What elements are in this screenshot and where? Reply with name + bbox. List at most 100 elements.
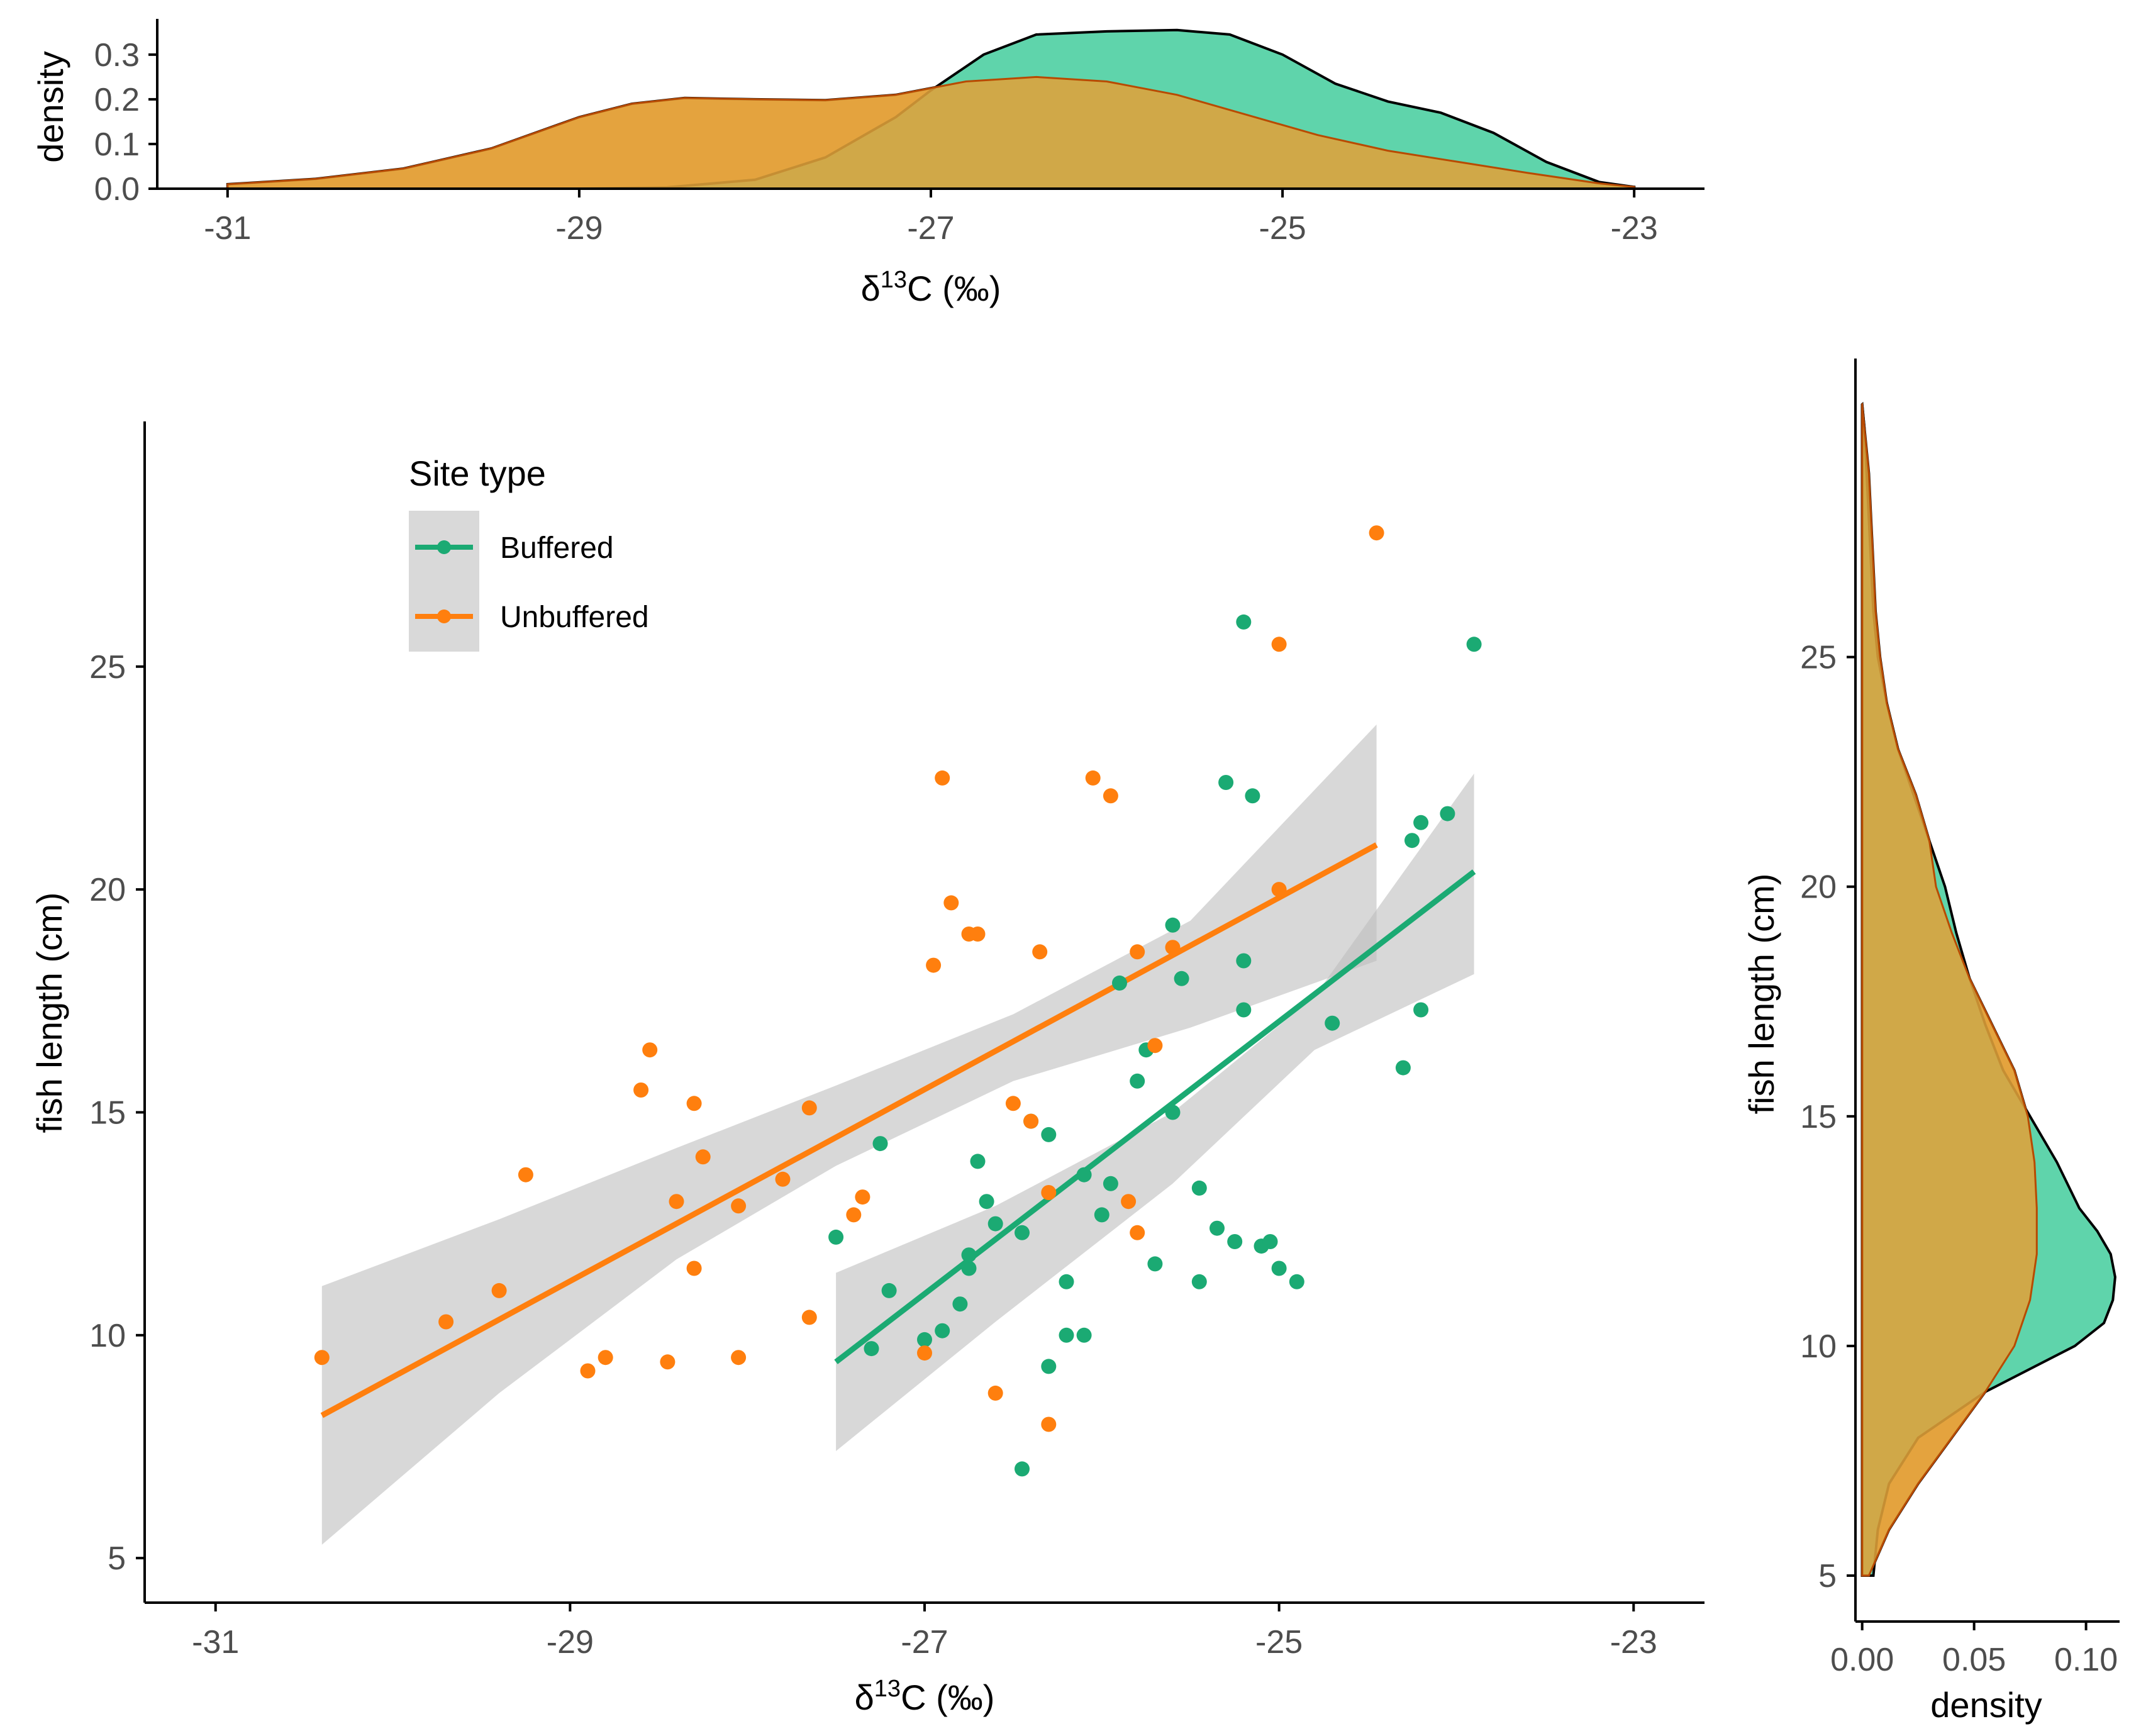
legend-title: Site type	[409, 453, 546, 493]
point-unbuffered	[438, 1314, 454, 1330]
point-buffered	[961, 1247, 977, 1263]
point-buffered	[1147, 1256, 1163, 1272]
point-unbuffered	[1271, 882, 1287, 898]
point-buffered	[1262, 1234, 1278, 1249]
point-buffered	[952, 1296, 968, 1312]
point-unbuffered	[695, 1149, 711, 1165]
point-unbuffered	[1041, 1416, 1057, 1432]
point-buffered	[1094, 1207, 1109, 1223]
fit-line-buffered	[834, 869, 1476, 1364]
confidence-bands	[321, 724, 1474, 1545]
point-unbuffered	[598, 1350, 613, 1366]
point-unbuffered	[1271, 637, 1287, 652]
point-unbuffered	[926, 957, 942, 973]
point-unbuffered	[686, 1260, 702, 1276]
top-density-area-unbuffered-overlay	[226, 75, 1635, 190]
main-x-axis-title: δ13C (‰)	[855, 1676, 995, 1717]
legend-label-unbuffered: Unbuffered	[500, 601, 649, 634]
main-y-tick-label: 15	[89, 1094, 126, 1131]
point-unbuffered	[731, 1350, 747, 1366]
point-buffered	[828, 1229, 844, 1245]
point-buffered	[1404, 833, 1420, 849]
point-unbuffered	[491, 1283, 507, 1298]
point-unbuffered	[935, 770, 950, 786]
point-buffered	[917, 1332, 932, 1347]
ci-band-buffered	[836, 773, 1474, 1451]
point-buffered	[979, 1194, 994, 1210]
main-x-tick-label: -31	[192, 1624, 239, 1661]
top-y-tick-label: 0.3	[94, 37, 140, 74]
main-y-tick-label: 20	[89, 872, 126, 908]
point-unbuffered	[1147, 1038, 1163, 1054]
right-density-areas	[1860, 401, 2116, 1577]
right-y-tick-label: 25	[1800, 640, 1837, 676]
point-unbuffered	[1023, 1113, 1039, 1129]
point-buffered	[864, 1341, 879, 1357]
main-x-tick-label: -29	[547, 1624, 594, 1661]
point-buffered	[1059, 1274, 1074, 1289]
top-y-tick-label: 0.2	[94, 82, 140, 118]
point-buffered	[1041, 1127, 1057, 1142]
right-x-tick-label: 0.05	[1942, 1642, 2006, 1678]
point-buffered	[970, 1154, 986, 1169]
point-unbuffered	[731, 1198, 747, 1214]
point-buffered	[987, 1216, 1003, 1232]
point-unbuffered	[1165, 940, 1181, 955]
point-unbuffered	[987, 1385, 1003, 1401]
point-unbuffered	[314, 1350, 330, 1366]
point-unbuffered	[943, 895, 959, 911]
top-x-tick-label: -29	[555, 210, 603, 247]
point-unbuffered	[855, 1189, 870, 1205]
point-buffered	[1076, 1327, 1092, 1343]
top-y-axis-title: density	[31, 51, 70, 162]
point-unbuffered	[660, 1354, 676, 1370]
point-unbuffered	[1369, 525, 1384, 541]
point-unbuffered	[518, 1167, 533, 1182]
point-buffered	[961, 1260, 977, 1276]
point-buffered	[1289, 1274, 1304, 1289]
point-buffered	[1059, 1327, 1074, 1343]
point-buffered	[1015, 1225, 1030, 1240]
point-unbuffered	[669, 1194, 684, 1210]
point-buffered	[1395, 1060, 1411, 1076]
main-y-ticks: 5 10 15 20 25	[89, 649, 145, 1577]
point-buffered	[1218, 775, 1234, 790]
ci-band-unbuffered	[321, 724, 1377, 1545]
point-buffered	[1236, 1002, 1252, 1018]
main-y-tick-label: 5	[108, 1540, 126, 1577]
regression-lines	[320, 842, 1476, 1418]
legend: Site type Buffered Unbuffered	[409, 453, 649, 652]
point-buffered	[1236, 953, 1252, 969]
top-density-areas	[226, 28, 1636, 190]
point-buffered	[1191, 1180, 1207, 1196]
point-buffered	[1130, 1073, 1145, 1089]
right-y-tick-label: 10	[1800, 1328, 1837, 1365]
point-buffered	[1165, 1104, 1181, 1120]
point-unbuffered	[1103, 788, 1118, 804]
top-x-tick-label: -25	[1259, 210, 1306, 247]
top-y-tick-label: 0.0	[94, 171, 140, 208]
point-unbuffered	[846, 1207, 862, 1223]
point-unbuffered	[1032, 944, 1048, 960]
legend-key-background	[409, 511, 479, 652]
point-buffered	[1210, 1220, 1225, 1236]
point-buffered	[1440, 806, 1455, 821]
right-y-tick-label: 5	[1818, 1558, 1837, 1594]
point-buffered	[935, 1323, 950, 1338]
point-buffered	[1041, 1359, 1057, 1374]
point-unbuffered	[1041, 1185, 1057, 1200]
point-unbuffered	[1121, 1194, 1137, 1210]
scatter-panel: 5 10 15 20 25 -31 -29 -27 -25 -23 fish length (c…	[30, 421, 1704, 1717]
main-x-tick-label: -25	[1255, 1624, 1303, 1661]
point-buffered	[1191, 1274, 1207, 1289]
point-unbuffered	[1130, 1225, 1145, 1240]
point-buffered	[1236, 614, 1252, 630]
point-unbuffered	[633, 1082, 649, 1098]
point-unbuffered	[580, 1363, 596, 1379]
main-y-tick-label: 25	[89, 649, 126, 686]
top-x-ticks: -31 -29 -27 -25 -23	[204, 189, 1658, 247]
legend-label-buffered: Buffered	[500, 531, 614, 565]
right-x-axis-title: density	[1930, 1685, 2042, 1725]
